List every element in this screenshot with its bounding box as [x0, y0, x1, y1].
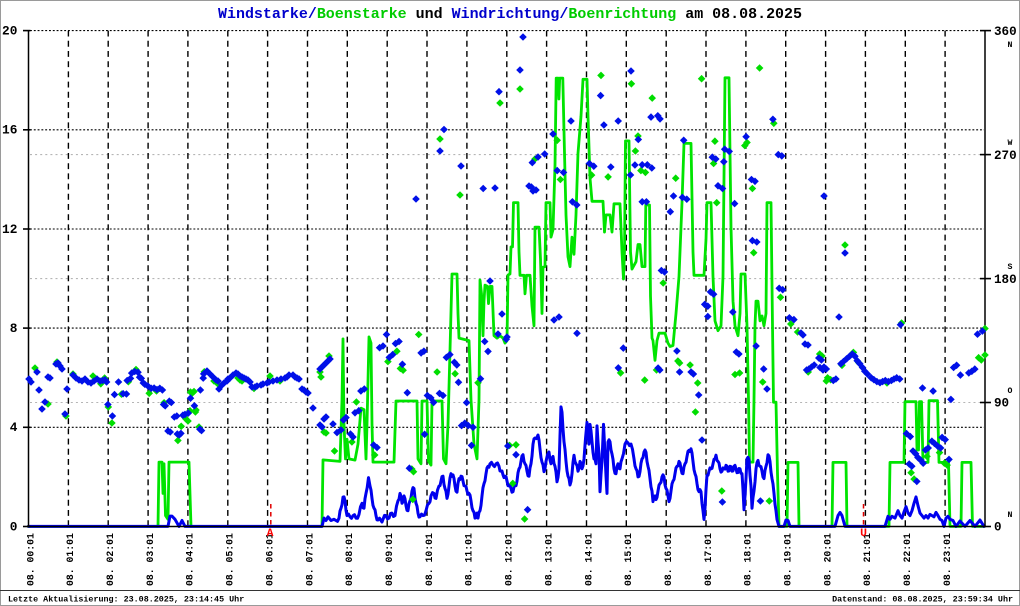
- svg-text:08. 13:01: 08. 13:01: [543, 533, 554, 586]
- svg-text:08. 21:01: 08. 21:01: [862, 533, 873, 586]
- svg-text:0: 0: [10, 519, 18, 534]
- svg-text:20: 20: [2, 24, 17, 39]
- svg-text:360: 360: [994, 25, 1017, 39]
- svg-text:A: A: [267, 528, 274, 540]
- svg-text:08. 07:01: 08. 07:01: [304, 533, 315, 586]
- svg-text:270: 270: [994, 149, 1017, 163]
- svg-text:12: 12: [2, 222, 17, 237]
- svg-text:U: U: [860, 528, 867, 540]
- svg-text:W: W: [1008, 139, 1013, 148]
- svg-text:08. 17:01: 08. 17:01: [703, 533, 714, 586]
- svg-text:08. 12:01: 08. 12:01: [504, 533, 515, 586]
- svg-text:08. 10:01: 08. 10:01: [424, 533, 435, 586]
- svg-text:08. 02:01: 08. 02:01: [105, 533, 116, 586]
- svg-text:Letzte Aktualisierung: 23.08.2: Letzte Aktualisierung: 23.08.2025, 23:14…: [8, 595, 244, 605]
- svg-text:Datenstand: 08.08.2025, 23:59:: Datenstand: 08.08.2025, 23:59:34 Uhr: [832, 595, 1013, 605]
- svg-text:08. 19:01: 08. 19:01: [783, 533, 794, 586]
- svg-text:N: N: [1008, 511, 1013, 520]
- svg-text:08. 11:01: 08. 11:01: [464, 533, 475, 586]
- svg-text:08. 08:01: 08. 08:01: [344, 533, 355, 586]
- svg-text:08. 03:01: 08. 03:01: [145, 533, 156, 586]
- svg-text:08. 16:01: 08. 16:01: [663, 533, 674, 586]
- svg-text:8: 8: [10, 321, 18, 336]
- svg-text:08. 23:01: 08. 23:01: [942, 533, 953, 586]
- svg-text:90: 90: [994, 397, 1009, 411]
- svg-text:08. 06:01: 08. 06:01: [264, 533, 275, 586]
- svg-text:08. 01:01: 08. 01:01: [65, 533, 76, 586]
- svg-text:4: 4: [10, 420, 18, 435]
- svg-text:08. 04:01: 08. 04:01: [185, 533, 196, 586]
- svg-text:N: N: [1008, 41, 1013, 50]
- svg-text:08. 22:01: 08. 22:01: [902, 533, 913, 586]
- svg-text:O: O: [1008, 387, 1013, 396]
- svg-text:08. 20:01: 08. 20:01: [822, 533, 833, 586]
- svg-text:0: 0: [994, 521, 1002, 535]
- svg-text:S: S: [1008, 263, 1013, 272]
- svg-text:08. 18:01: 08. 18:01: [743, 533, 754, 586]
- svg-text:16: 16: [2, 123, 17, 138]
- svg-text:180: 180: [994, 273, 1017, 287]
- svg-text:08. 05:01: 08. 05:01: [225, 533, 236, 586]
- svg-text:08. 00:01: 08. 00:01: [25, 533, 36, 586]
- svg-text:08. 14:01: 08. 14:01: [583, 533, 594, 586]
- svg-text:08. 09:01: 08. 09:01: [384, 533, 395, 586]
- svg-text:08. 15:01: 08. 15:01: [623, 533, 634, 586]
